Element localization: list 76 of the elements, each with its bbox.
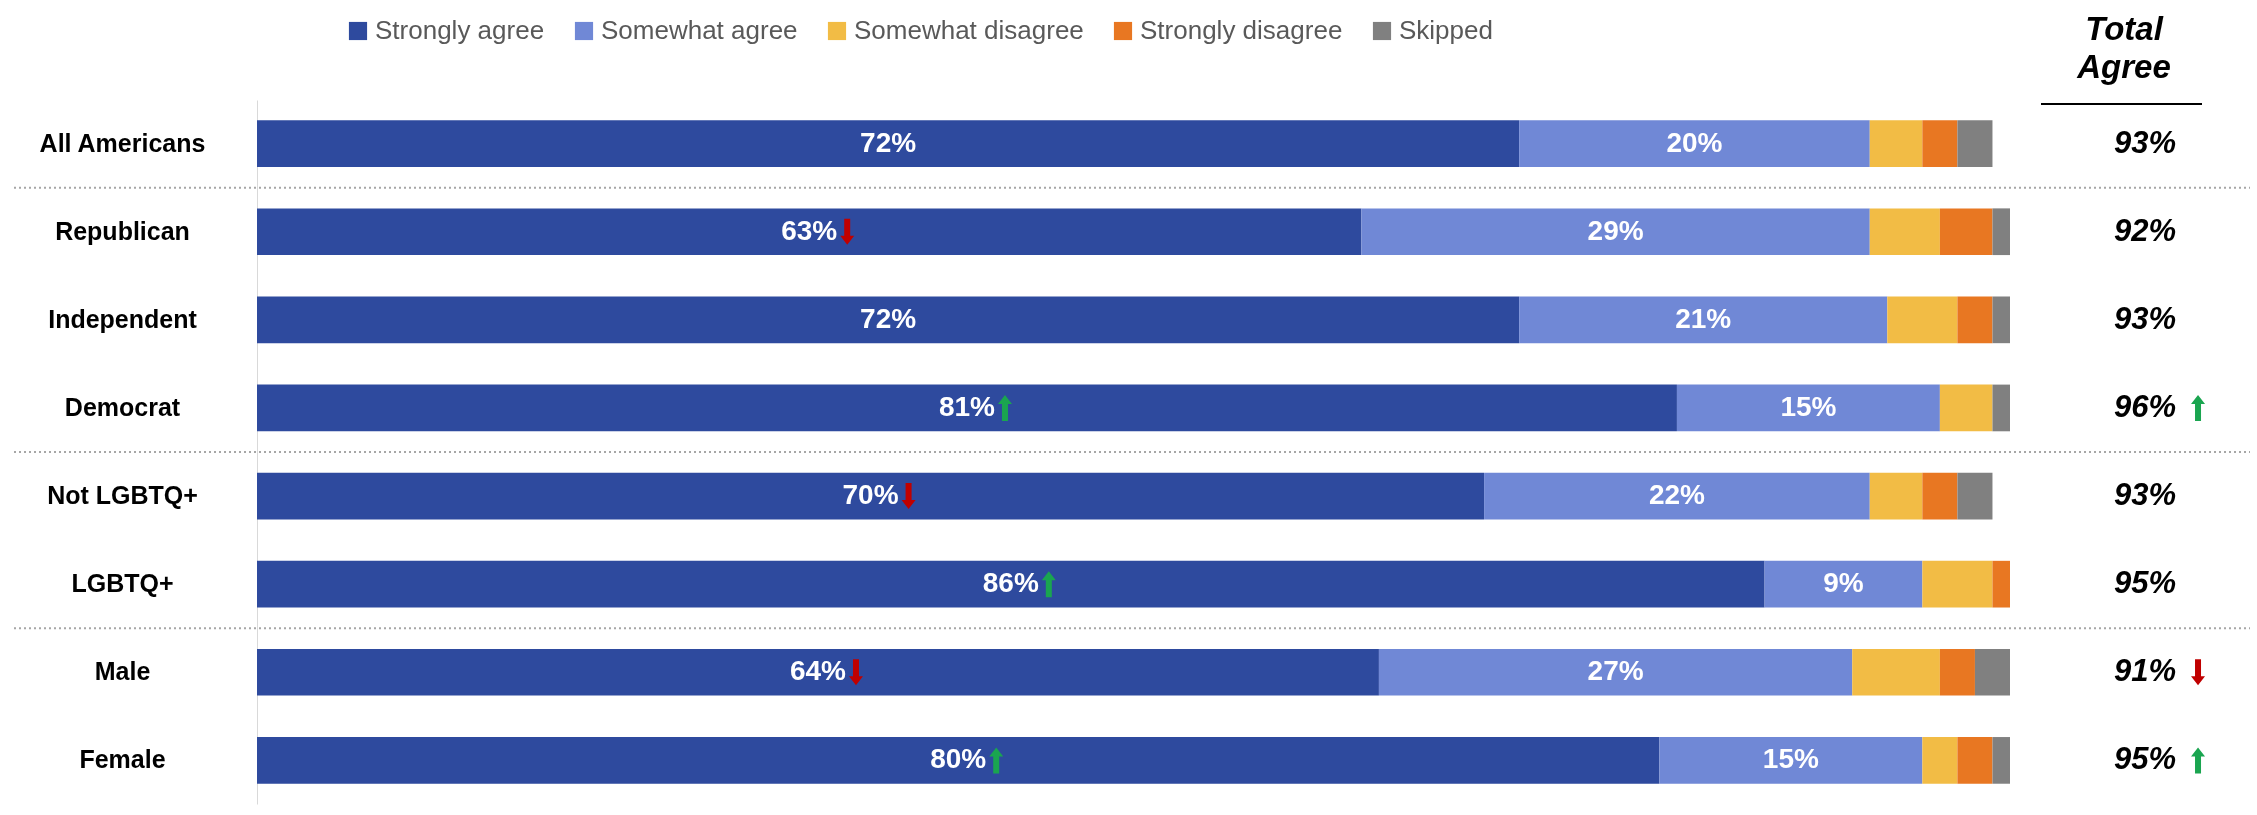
bar [1922,472,1958,520]
bar [1922,120,1958,167]
text: 95% [2113,741,2177,777]
y-tick-label: All Americans [39,128,206,157]
data-label: 22% [1648,479,1706,511]
data-label: 15% [1780,390,1837,422]
bar [1939,208,1993,256]
bar [1992,384,2010,432]
bar [1939,648,1975,696]
data-label: 21% [1675,302,1732,334]
y-tick-label: Female [79,745,166,774]
text: 96% [2113,388,2177,424]
data-label: 81% [938,390,996,422]
text: 91% [2113,653,2177,689]
bar [1484,472,1870,520]
data-label: 72% [860,126,917,158]
data-label: 72% [860,302,917,334]
bar [1992,737,2010,784]
bar [1974,648,2010,696]
bar [1869,472,1923,520]
legend-label: Somewhat disagree [854,15,1084,45]
bar [1378,648,1853,696]
bar [1922,560,1993,608]
bar [1764,560,1923,608]
data-label: 20% [1666,126,1723,158]
y-tick-label: Republican [55,216,190,245]
bar [257,648,1379,696]
bar [1939,384,1993,432]
bar [1957,737,1993,784]
bar [1992,208,2010,256]
bar [1957,120,1993,167]
text: Total Agree [2076,10,2171,85]
data-label: 63% [781,214,838,246]
text: 93% [2113,124,2177,160]
text: 95% [2113,565,2177,601]
bar [1957,472,1993,520]
bar [257,472,1485,520]
bar [257,737,1660,784]
data-label: 80% [930,743,987,775]
bar [1992,560,2010,608]
bar [257,208,1362,256]
legend-label: Strongly agree [375,15,545,45]
data-label: 70% [842,479,899,511]
text: 93% [2113,300,2177,336]
bar [1869,120,1923,167]
bar [257,560,1765,608]
y-tick-label: Independent [48,304,198,333]
y-tick-label: LGBTQ+ [71,569,174,598]
data-label: 27% [1587,655,1644,687]
data-label: 29% [1587,214,1644,246]
bar [1869,208,1940,256]
bar [1676,384,1940,432]
bar [1992,296,2010,344]
bar [1922,737,1958,784]
legend-label: Skipped [1399,15,1493,45]
bar [257,120,1520,167]
data-label: 64% [789,655,847,687]
y-tick-label: Democrat [64,392,181,421]
y-tick-label: Male [94,657,151,686]
bar [1659,737,1923,784]
bar [257,384,1677,432]
data-label: 15% [1762,743,1819,775]
text: 93% [2113,477,2177,513]
bar [1852,648,1940,696]
bar [1519,120,1870,167]
bar [1957,296,1993,344]
bar [1361,208,1870,256]
data-label: 9% [1823,567,1864,599]
legend-label: Somewhat agree [601,15,798,45]
bar [1519,296,1888,344]
legend-label: Strongly disagree [1140,15,1343,45]
data-label: 86% [982,567,1039,599]
bar [257,296,1520,344]
y-tick-label: Not LGBTQ+ [47,481,198,510]
bar [1887,296,1958,344]
text: 92% [2113,212,2177,248]
